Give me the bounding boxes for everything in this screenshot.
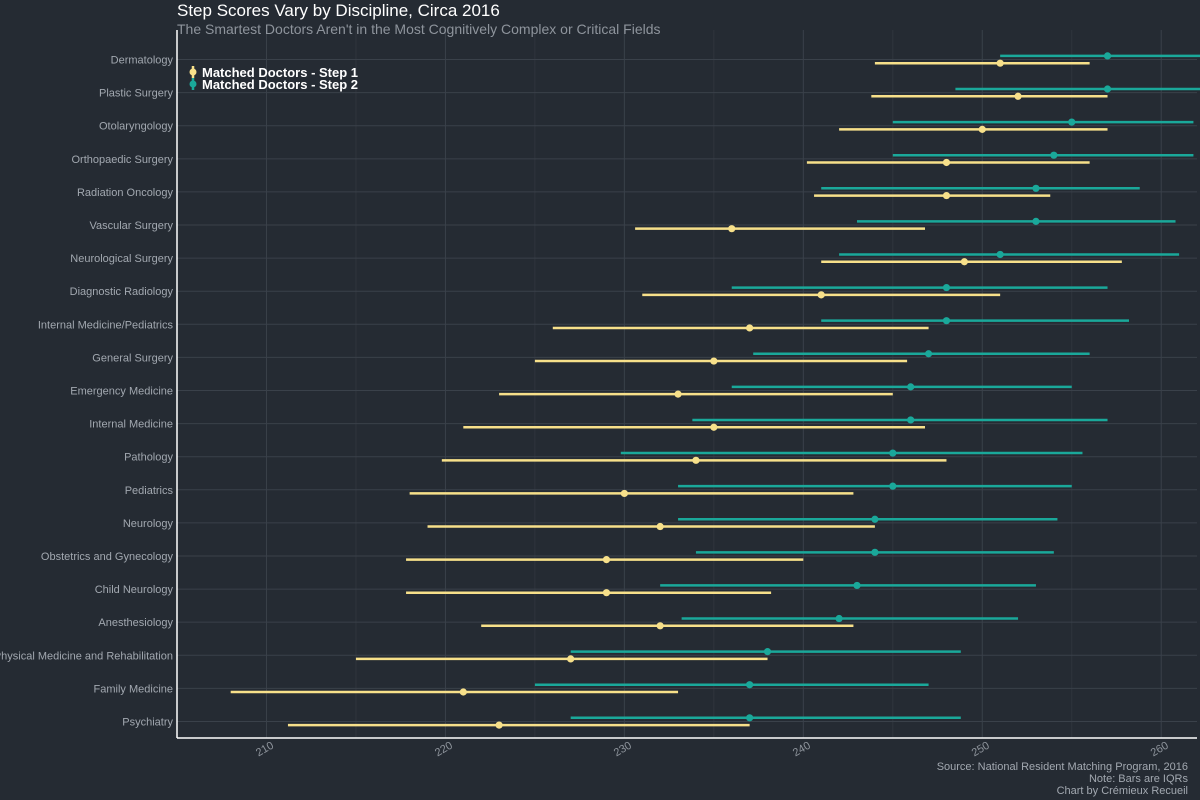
step2-mean-point xyxy=(1032,217,1040,225)
step1-mean-point xyxy=(620,489,628,498)
step2-mean-point xyxy=(871,548,879,556)
x-tick-label: 220 xyxy=(433,740,455,760)
step1-mean-point xyxy=(942,158,951,167)
step1-mean-point xyxy=(656,622,664,630)
step1-mean-point xyxy=(692,456,700,464)
step2-mean-point xyxy=(889,449,897,457)
step1-mean-point xyxy=(817,291,825,299)
category-labels: Dermatology Plastic Surgery Otolaryngology… xyxy=(0,55,174,729)
step2-mean-point xyxy=(1103,52,1112,60)
category-label: Dermatology xyxy=(111,55,174,67)
category-label: Emergency Medicine xyxy=(70,386,173,398)
legend-label-step1: Matched Doctors - Step 1 xyxy=(202,65,358,80)
step2-mean-point xyxy=(996,250,1004,259)
x-tick-label: 210 xyxy=(254,740,276,760)
step1-mean-point xyxy=(567,655,575,663)
step2-mean-point xyxy=(942,283,951,292)
step1-mean-point xyxy=(728,225,736,233)
step2-mean-point xyxy=(1050,151,1058,159)
step2-mean-point xyxy=(1032,184,1040,192)
step1-mean-point xyxy=(978,125,986,133)
x-tick-labels: 210 220 230 240 250 260 xyxy=(254,740,1171,760)
range-bars xyxy=(230,52,1200,729)
step2-mean-point xyxy=(924,350,933,358)
category-label: Neurology xyxy=(123,518,174,530)
category-label: Internal Medicine/Pediatrics xyxy=(38,319,174,331)
step2-mean-point xyxy=(1103,85,1112,93)
category-label: Otolaryngology xyxy=(99,121,173,133)
step2-mean-point xyxy=(942,317,951,325)
category-label: General Surgery xyxy=(92,352,173,364)
category-label: Radiation Oncology xyxy=(77,187,174,199)
category-label: Diagnostic Radiology xyxy=(70,286,174,298)
step2-mean-point xyxy=(746,714,754,722)
step2-mean-point xyxy=(763,648,772,656)
step1-mean-point xyxy=(656,522,664,531)
x-tick-label: 230 xyxy=(612,740,634,760)
step2-mean-point xyxy=(853,581,861,590)
x-tick-label: 260 xyxy=(1149,740,1171,760)
chart-subtitle: The Smartest Doctors Aren't in the Most … xyxy=(177,21,661,37)
legend: Matched Doctors - Step 1 Matched Doctors… xyxy=(189,65,358,92)
step2-mean-point xyxy=(746,681,754,689)
grid xyxy=(176,30,1197,738)
legend-key-step2 xyxy=(189,78,197,90)
step1-mean-point xyxy=(602,589,611,597)
category-label: Internal Medicine xyxy=(89,419,173,431)
category-label: Pathology xyxy=(124,452,173,464)
step1-mean-point xyxy=(495,721,503,729)
step1-mean-point xyxy=(746,324,754,332)
category-label: Pediatrics xyxy=(125,485,174,497)
category-label: Psychiatry xyxy=(122,716,173,728)
step2-mean-point xyxy=(835,614,843,623)
step2-mean-point xyxy=(907,383,915,391)
step2-mean-point xyxy=(889,482,897,490)
step1-mean-point xyxy=(960,258,968,266)
caption-note: Note: Bars are IQRs xyxy=(1089,773,1189,785)
step2-mean-point xyxy=(871,515,879,523)
category-label: Child Neurology xyxy=(95,584,174,596)
chart-title: Step Scores Vary by Discipline, Circa 20… xyxy=(177,1,500,20)
x-tick-label: 240 xyxy=(791,740,813,760)
step1-mean-point xyxy=(674,390,682,398)
x-tick-label: 250 xyxy=(970,740,992,760)
step1-mean-point xyxy=(1014,92,1022,100)
caption: Source: National Resident Matching Progr… xyxy=(937,761,1189,797)
legend-label-step2: Matched Doctors - Step 2 xyxy=(202,77,358,92)
step1-mean-point xyxy=(602,556,611,564)
category-label: Orthopaedic Surgery xyxy=(72,154,174,166)
step1-mean-point xyxy=(710,357,718,365)
category-label: Plastic Surgery xyxy=(99,88,173,100)
step1-mean-point xyxy=(710,423,718,431)
caption-source: Source: National Resident Matching Progr… xyxy=(937,761,1188,773)
step1-mean-point xyxy=(459,688,467,696)
category-label: Anesthesiology xyxy=(98,617,173,629)
legend-key-step1 xyxy=(189,66,197,78)
category-label: Vascular Surgery xyxy=(89,220,173,232)
category-label: Family Medicine xyxy=(94,683,173,695)
category-label: Neurological Surgery xyxy=(70,253,173,265)
category-label: Obstetrics and Gynecology xyxy=(41,551,174,563)
step2-mean-point xyxy=(907,416,915,424)
caption-credit: Chart by Crémieux Recueil xyxy=(1057,785,1188,797)
category-label: Physical Medicine and Rehabilitation xyxy=(0,650,173,662)
step2-mean-point xyxy=(1068,118,1076,126)
step1-mean-point xyxy=(942,191,951,200)
step1-mean-point xyxy=(996,59,1004,67)
